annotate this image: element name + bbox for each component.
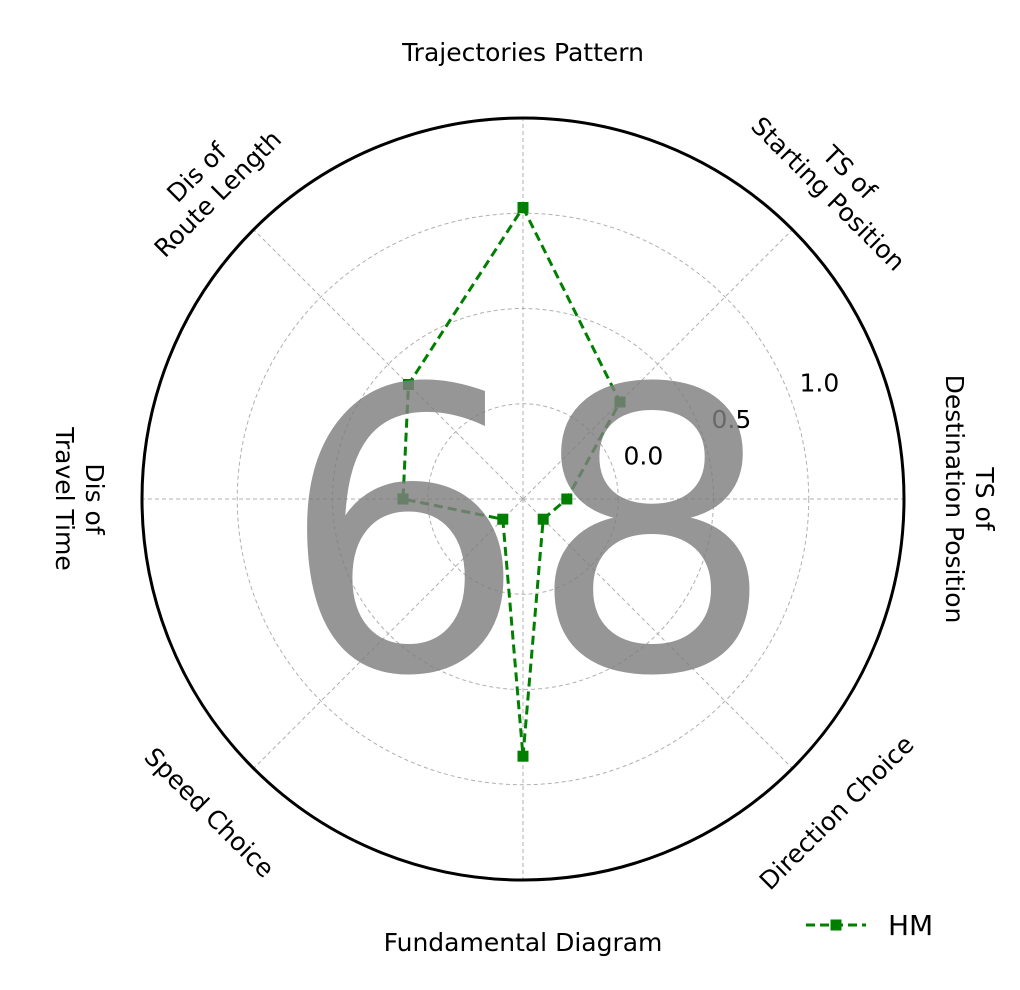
grid-spoke — [253, 229, 524, 500]
data-point — [561, 493, 573, 505]
axis-label: Dis of — [80, 463, 109, 535]
axis-label-group: Direction Choice — [754, 730, 920, 896]
axis-label-group: Fundamental Diagram — [384, 928, 663, 957]
series-HM — [397, 202, 626, 762]
legend: HM — [806, 909, 933, 942]
data-point — [517, 750, 529, 762]
radial-tick-label: 0.5 — [712, 405, 752, 434]
axis-label: Destination Position — [940, 375, 969, 624]
grid-circle — [332, 308, 714, 690]
axis-label: Starting Position — [745, 111, 910, 276]
radial-tick-label: 1.0 — [800, 369, 840, 398]
axis-label: TS of — [970, 466, 999, 531]
radar-grid — [140, 116, 906, 882]
legend-label-HM: HM — [888, 909, 933, 942]
grid-circle — [236, 212, 810, 786]
data-point — [403, 379, 414, 390]
grid-circle — [427, 403, 619, 595]
data-point — [537, 513, 549, 525]
data-point — [497, 513, 509, 525]
legend-marker-HM — [830, 919, 842, 931]
radial-tick-labels: 0.0 0.5 1.0 — [624, 369, 840, 471]
axis-label: Fundamental Diagram — [384, 928, 663, 957]
radial-tick-label: 0.0 — [624, 441, 664, 470]
axis-label: Direction Choice — [754, 730, 920, 896]
data-point — [397, 493, 409, 505]
axis-label: Trajectories Pattern — [401, 38, 644, 67]
axis-label: Travel Time — [50, 426, 79, 570]
center-score: 68 — [280, 307, 776, 761]
data-point — [517, 202, 529, 213]
axis-label-group: Trajectories Pattern — [401, 38, 644, 67]
data-point — [614, 396, 626, 408]
outer-frame — [140, 116, 906, 882]
